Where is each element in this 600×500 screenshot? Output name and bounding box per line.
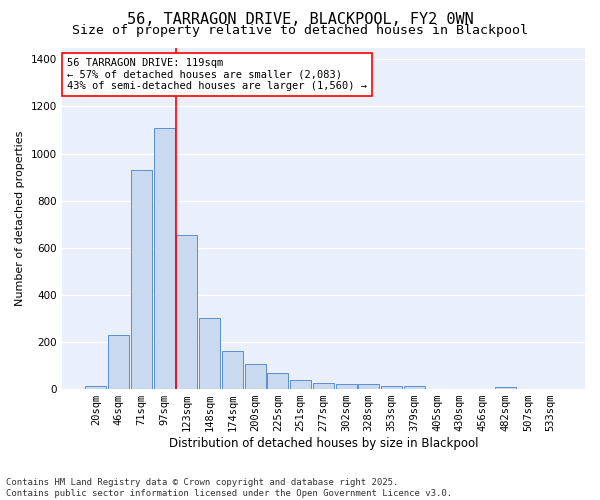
Bar xyxy=(176,235,197,389)
X-axis label: Distribution of detached houses by size in Blackpool: Distribution of detached houses by size … xyxy=(169,437,478,450)
Bar xyxy=(108,335,129,389)
Bar xyxy=(222,352,243,389)
Bar xyxy=(154,128,175,389)
Text: Size of property relative to detached houses in Blackpool: Size of property relative to detached ho… xyxy=(72,24,528,37)
Text: 56, TARRAGON DRIVE, BLACKPOOL, FY2 0WN: 56, TARRAGON DRIVE, BLACKPOOL, FY2 0WN xyxy=(127,12,473,28)
Bar xyxy=(381,386,402,389)
Text: Contains HM Land Registry data © Crown copyright and database right 2025.
Contai: Contains HM Land Registry data © Crown c… xyxy=(6,478,452,498)
Bar xyxy=(404,386,425,389)
Text: 56 TARRAGON DRIVE: 119sqm
← 57% of detached houses are smaller (2,083)
43% of se: 56 TARRAGON DRIVE: 119sqm ← 57% of detac… xyxy=(67,58,367,91)
Bar xyxy=(131,170,152,389)
Bar xyxy=(358,384,379,389)
Bar xyxy=(290,380,311,389)
Y-axis label: Number of detached properties: Number of detached properties xyxy=(15,130,25,306)
Bar xyxy=(199,318,220,389)
Bar xyxy=(268,373,289,389)
Bar xyxy=(245,364,266,389)
Bar xyxy=(85,386,106,389)
Bar xyxy=(495,387,516,389)
Bar xyxy=(313,383,334,389)
Bar xyxy=(335,384,356,389)
